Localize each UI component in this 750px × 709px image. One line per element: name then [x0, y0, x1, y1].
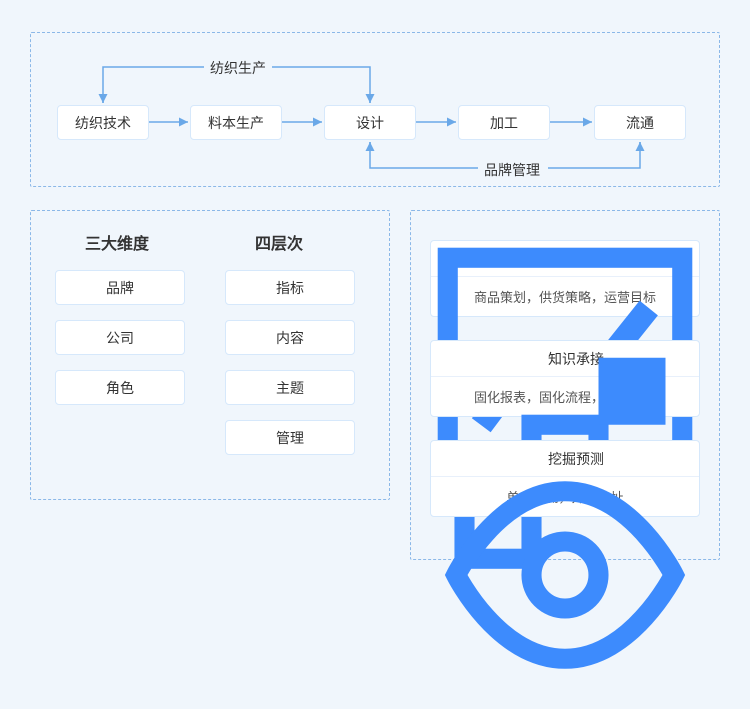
list-item: 角色: [55, 370, 185, 405]
card-title: 市场驱动: [548, 249, 604, 269]
flow-top-label: 纺织生产: [210, 58, 266, 78]
flow-node: 流通: [594, 105, 686, 140]
flow-bottom-label: 品牌管理: [484, 160, 540, 180]
info-card: 知识承接 固化报表，固化流程，固化理念: [430, 340, 700, 417]
card-body: 单品预测，开店选址: [431, 477, 699, 516]
flow-node: 设计: [324, 105, 416, 140]
item-label: 公司: [106, 328, 134, 348]
card-head: 知识承接: [431, 341, 699, 377]
list-item: 主题: [225, 370, 355, 405]
eye-icon: [526, 451, 542, 467]
list-item: 指标: [225, 270, 355, 305]
flow-node: 料本生产: [190, 105, 282, 140]
node-label: 料本生产: [208, 113, 264, 133]
left-panel-box: [30, 210, 390, 500]
left-col1-header: 三大维度: [85, 230, 149, 254]
info-card: 挖掘预测 单品预测，开店选址: [430, 440, 700, 517]
flow-node: 纺织技术: [57, 105, 149, 140]
card-head: 市场驱动: [431, 241, 699, 277]
card-title: 挖掘预测: [548, 449, 604, 469]
node-label: 设计: [356, 113, 384, 133]
card-head: 挖掘预测: [431, 441, 699, 477]
chart-icon: [526, 251, 542, 267]
card-title: 知识承接: [548, 349, 604, 369]
item-label: 主题: [276, 378, 304, 398]
card-body: 商品策划，供货策略，运营目标: [431, 277, 699, 316]
node-label: 纺织技术: [75, 113, 131, 133]
item-label: 内容: [276, 328, 304, 348]
card-body: 固化报表，固化流程，固化理念: [431, 377, 699, 416]
nodes-icon: [526, 351, 542, 367]
info-card: 市场驱动 商品策划，供货策略，运营目标: [430, 240, 700, 317]
item-label: 角色: [106, 378, 134, 398]
list-item: 公司: [55, 320, 185, 355]
node-label: 加工: [490, 113, 518, 133]
list-item: 内容: [225, 320, 355, 355]
node-label: 流通: [626, 113, 654, 133]
item-label: 品牌: [106, 278, 134, 298]
list-item: 管理: [225, 420, 355, 455]
item-label: 指标: [276, 278, 304, 298]
flow-node: 加工: [458, 105, 550, 140]
left-col2-header: 四层次: [255, 230, 303, 254]
list-item: 品牌: [55, 270, 185, 305]
item-label: 管理: [276, 428, 304, 448]
